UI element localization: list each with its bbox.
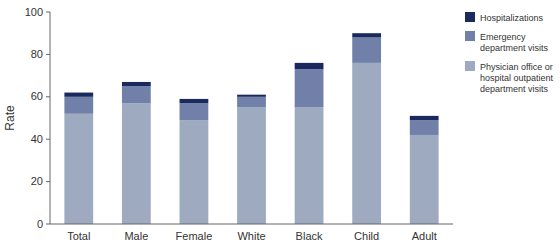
chart: 0 20 40 60 80 100 Total Male Female White Black Chi… [0,0,560,252]
legend-label-line: hospital outpatient [480,73,554,83]
bar-segment [410,135,439,224]
y-axis-line [50,12,51,224]
bar-segment [180,103,209,120]
bar-segment [180,120,209,224]
bar-segment [122,82,151,86]
legend-swatch [465,12,475,22]
legend: HospitalizationsEmergencydepartment visi… [465,12,554,94]
bar-segment [64,93,93,97]
bar-segment [237,97,266,108]
y-tick-label: 60 [31,90,43,102]
y-tick [46,181,50,182]
x-axis-line [50,224,453,225]
legend-swatch [465,61,475,71]
x-tick-label: Child [354,230,379,242]
bar-segment [295,63,324,69]
y-axis-label: Rate [3,105,17,131]
legend-label-line: Physician office or [480,62,553,72]
bars [64,33,438,224]
bar-segment [352,33,381,37]
x-tick-label: Female [176,230,213,242]
legend-label: Emergencydepartment visits [480,32,549,53]
legend-swatch [465,31,475,41]
x-tick-label: Total [67,230,90,242]
y-tick [46,54,50,55]
x-tick-label: Male [124,230,148,242]
legend-label: Hospitalizations [480,13,544,23]
bar-segment [352,63,381,224]
x-tick-label: Adult [412,230,437,242]
bar-segment [295,69,324,107]
y-tick-label: 80 [31,48,43,60]
bar-segment [64,97,93,114]
y-tick-label: 40 [31,133,43,145]
legend-label-line: department visits [480,43,549,53]
y-tick [46,12,50,13]
y-tick [46,96,50,97]
legend-label-line: Emergency [480,32,526,42]
bar-segment [295,107,324,224]
x-tick-label: Black [296,230,323,242]
bar-segment [180,99,209,103]
bar-segment [122,86,151,103]
y-tick-label: 0 [37,218,43,230]
legend-label-line: department visits [480,84,549,94]
bar-segment [64,114,93,224]
bar-segment [352,37,381,62]
bar-segment [410,120,439,135]
bar-segment [410,116,439,120]
bar-segment [237,107,266,224]
y-tick-label: 20 [31,175,43,187]
bar-segment [122,103,151,224]
x-tick-label: White [237,230,265,242]
legend-label: Physician office orhospital outpatientde… [480,62,554,94]
legend-label-line: Hospitalizations [480,13,544,23]
y-tick [46,139,50,140]
y-tick [46,224,50,225]
y-tick-label: 100 [25,6,43,18]
bar-segment [237,95,266,97]
